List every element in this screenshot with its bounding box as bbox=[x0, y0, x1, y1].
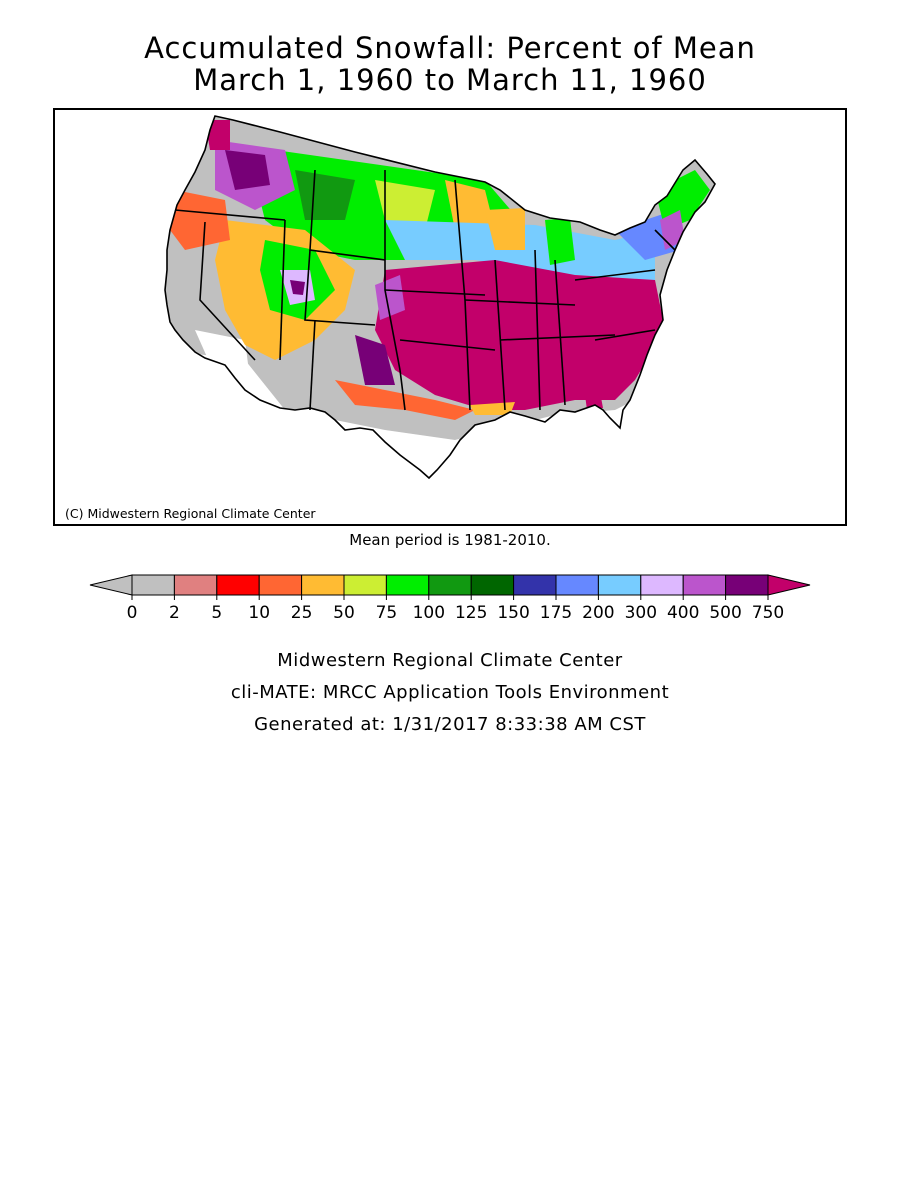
legend-label-10: 10 bbox=[248, 603, 270, 623]
map-copyright: (C) Midwestern Regional Climate Center bbox=[63, 506, 318, 521]
snowfall-map: (C) Midwestern Regional Climate Center bbox=[53, 108, 847, 526]
map-svg bbox=[164, 115, 716, 480]
legend-label-50: 50 bbox=[333, 603, 355, 623]
legend-bin-2 bbox=[173, 574, 218, 596]
mean-period-note: Mean period is 1981-2010. bbox=[349, 531, 551, 549]
legend-label-300: 300 bbox=[625, 603, 657, 623]
legend-bin-300 bbox=[640, 574, 684, 596]
snowfall-contours bbox=[165, 116, 715, 478]
legend-bin-175 bbox=[555, 574, 599, 596]
legend-label-125: 125 bbox=[455, 603, 487, 623]
legend-label-400: 400 bbox=[667, 603, 699, 623]
legend-label-75: 75 bbox=[376, 603, 398, 623]
footer-generated-at: Generated at: 1/31/2017 8:33:38 AM CST bbox=[254, 714, 646, 735]
state-boundaries bbox=[164, 115, 716, 480]
legend-bin-400 bbox=[682, 574, 727, 596]
legend-bin-100 bbox=[428, 574, 472, 596]
legend-label-100: 100 bbox=[413, 603, 445, 623]
footer-application: cli-MATE: MRCC Application Tools Environ… bbox=[230, 682, 670, 703]
legend-bin-0 bbox=[131, 574, 175, 596]
legend-below-arrow bbox=[89, 574, 133, 596]
map-subtitle-date-range: March 1, 1960 to March 11, 1960 bbox=[193, 63, 707, 97]
legend-bin-75 bbox=[385, 574, 430, 596]
legend-label-150: 150 bbox=[497, 603, 529, 623]
legend-bin-500 bbox=[725, 574, 769, 596]
legend-bin-5 bbox=[216, 574, 260, 596]
legend-label-750: 750 bbox=[752, 603, 784, 623]
legend-bin-200 bbox=[597, 574, 642, 596]
legend-label-5: 5 bbox=[211, 603, 222, 623]
legend-labels: 0 2 5 10 25 50 75 100 125 150 175 200 300 400 500 750 bbox=[127, 595, 784, 623]
legend-bin-125 bbox=[470, 574, 515, 596]
legend-label-500: 500 bbox=[709, 603, 741, 623]
legend-label-0: 0 bbox=[127, 603, 138, 623]
legend-bin-10 bbox=[258, 574, 303, 596]
color-legend: 0 2 5 10 25 50 75 100 125 150 175 200 300 400 500 750 bbox=[89, 574, 811, 623]
map-title: Accumulated Snowfall: Percent of Mean bbox=[144, 31, 756, 65]
legend-bins bbox=[131, 574, 769, 596]
legend-bin-25 bbox=[301, 574, 345, 596]
footer-organization: Midwestern Regional Climate Center bbox=[277, 650, 623, 671]
legend-label-25: 25 bbox=[291, 603, 313, 623]
legend-label-175: 175 bbox=[540, 603, 572, 623]
legend-bin-150 bbox=[513, 574, 557, 596]
legend-label-200: 200 bbox=[582, 603, 614, 623]
legend-bin-50 bbox=[343, 574, 387, 596]
legend-label-2: 2 bbox=[169, 603, 180, 623]
legend-above-arrow bbox=[767, 574, 811, 596]
